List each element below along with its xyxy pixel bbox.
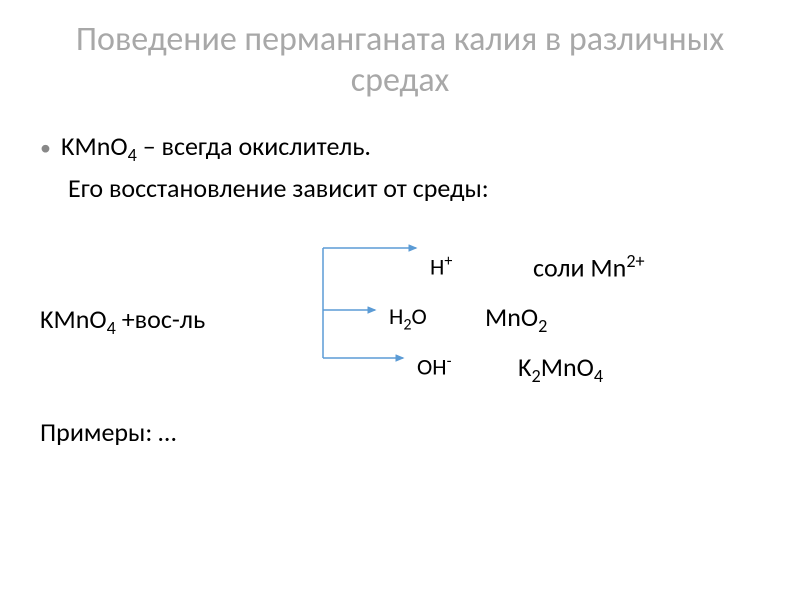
env-oh-sup: - [447,352,452,371]
product-k2mno4-sub2: 4 [594,365,603,387]
bullet-suffix: – всегда окислитель. [137,130,371,162]
text-line-2: Его восстановление зависит от среды: [40,169,760,208]
product-k2mno4-b: MnO [541,351,594,383]
env-h-sup: + [444,252,452,271]
bullet-marker: • [40,131,51,164]
examples-label: Примеры: … [40,413,176,452]
product-neutral: MnO2 [485,298,547,340]
bullet-text: KMnO4 – всегда окислитель. [61,127,371,169]
formula-kmno4-sub: 4 [128,144,137,166]
product-mno2-a: MnO [485,301,538,333]
environment-neutral: H2O [389,300,427,338]
env-h2o-a: H [389,303,403,331]
env-h2o-b: O [412,303,427,331]
product-mno2-sub: 2 [538,315,547,337]
environment-acidic: H+ [430,250,452,285]
product-salt-sup: 2+ [626,250,644,272]
product-salt-text: соли Mn [533,252,626,284]
product-basic: K2MnO4 [518,348,603,390]
env-h2o-sub: 2 [403,316,411,335]
product-acidic: соли Mn2+ [533,248,645,288]
reactant-formula-sub: 4 [107,317,116,339]
reactant-formula-b: +вос-ль [116,303,205,335]
reaction-reactant: KMnO4 +вос-ль [40,300,205,342]
slide-title: Поведение перманганата калия в различных… [40,20,760,102]
slide-content: • KMnO4 – всегда окислитель. Его восстан… [40,127,760,438]
reaction-scheme: KMnO4 +вос-ль H+ H2O OH- соли Mn2+ MnO2 … [40,238,760,438]
env-h-text: H [430,254,444,282]
env-oh-text: OH [417,354,447,382]
product-k2mno4-a: K [518,351,532,383]
reactant-formula-a: KMnO [40,303,107,335]
product-k2mno4-sub1: 2 [532,365,541,387]
formula-kmno4-text: KMnO [61,130,128,162]
environment-basic: OH- [417,350,452,385]
bullet-line-1: • KMnO4 – всегда окислитель. [40,127,760,169]
